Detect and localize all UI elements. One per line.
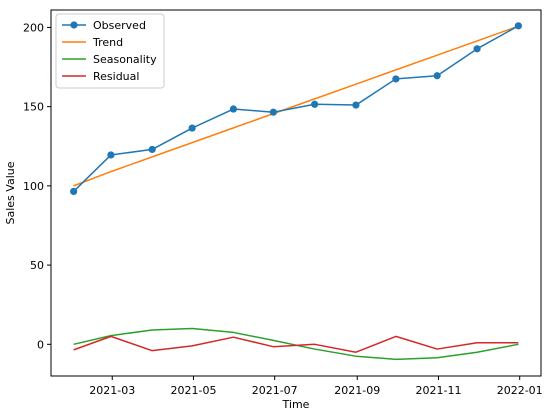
legend-label-observed: Observed xyxy=(93,19,146,32)
data-point-observed xyxy=(514,22,522,30)
data-point-observed xyxy=(70,187,78,196)
legend-box xyxy=(55,13,165,89)
legend: Observed Trend Seasonality Residual xyxy=(55,13,165,89)
data-point-observed xyxy=(269,108,277,116)
legend-label-seasonality: Seasonality xyxy=(93,53,157,66)
x-tick-label: 2022-01 xyxy=(497,384,543,397)
data-point-observed xyxy=(148,145,156,154)
x-axis-label: Time xyxy=(282,398,310,411)
y-tick-label: 0 xyxy=(37,338,44,351)
legend-marker-observed xyxy=(70,21,78,29)
x-tick-label: 2021-05 xyxy=(170,384,216,397)
y-tick-label: 200 xyxy=(23,21,44,34)
x-tick-label: 2021-09 xyxy=(334,384,380,397)
data-point-observed xyxy=(311,100,319,108)
data-point-observed xyxy=(229,105,238,113)
x-tick-label: 2021-03 xyxy=(89,384,135,397)
series-line-residual xyxy=(73,335,519,353)
y-tick-label: 150 xyxy=(23,101,44,114)
y-tick-label: 50 xyxy=(30,259,44,272)
legend-label-trend: Trend xyxy=(92,36,123,49)
legend-label-residual: Residual xyxy=(93,70,139,83)
y-axis-label: Sales Value xyxy=(4,161,17,224)
series-line-observed xyxy=(73,25,519,192)
data-point-observed xyxy=(188,124,196,132)
series-line-trend xyxy=(73,25,519,187)
data-point-observed xyxy=(473,45,481,53)
x-tick-label: 2021-11 xyxy=(415,384,461,397)
y-tick-label: 100 xyxy=(23,180,44,193)
data-point-observed xyxy=(433,72,441,80)
data-point-observed xyxy=(107,151,115,159)
series-line-seasonality xyxy=(73,327,519,361)
data-point-observed xyxy=(392,75,400,83)
x-tick-label: 2021-07 xyxy=(252,384,298,397)
data-point-observed xyxy=(352,101,360,109)
